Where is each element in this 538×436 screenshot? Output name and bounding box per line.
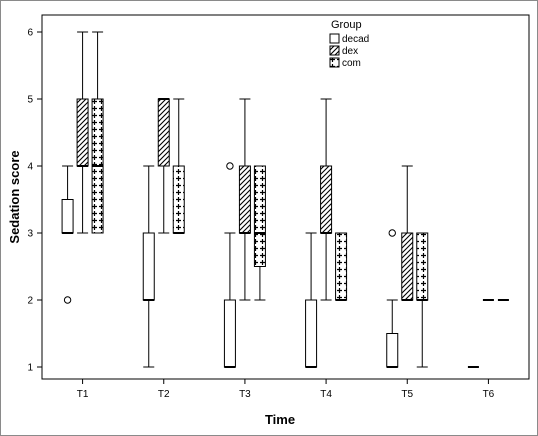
box-decad-T2 <box>142 165 155 368</box>
box-body <box>386 333 399 368</box>
box-body <box>61 199 74 234</box>
box-dex-T3 <box>238 98 251 301</box>
y-tick-label: 5 <box>27 95 33 106</box>
x-tick-label: T3 <box>239 389 251 400</box>
box-decad-T3 <box>223 162 236 368</box>
legend-title: Group <box>331 19 362 31</box>
y-axis-label: Sedation score <box>7 150 22 243</box>
box-series <box>61 31 509 368</box>
outlier-point <box>226 162 234 170</box>
y-tick-label: 6 <box>27 28 33 39</box>
box-dex-T5 <box>401 165 414 301</box>
x-tick-label: T2 <box>158 389 170 400</box>
box-body <box>416 232 429 301</box>
box-decad-T4 <box>305 232 318 368</box>
outlier-point <box>388 229 396 237</box>
box-com-T5 <box>416 232 429 368</box>
legend-label-decad: decad <box>342 34 369 45</box>
box-decad-T1 <box>61 165 74 304</box>
box-body <box>401 232 414 301</box>
legend-swatch-com <box>329 57 340 68</box>
y-tick-label: 3 <box>27 229 33 240</box>
y-tick-label: 4 <box>27 162 33 173</box>
legend-swatch-dex <box>329 45 340 56</box>
box-body <box>335 232 348 301</box>
box-decad-T5 <box>386 229 399 368</box>
x-tick-label: T1 <box>77 389 89 400</box>
y-tick-label: 2 <box>27 296 33 307</box>
box-dex-T4 <box>320 98 333 301</box>
box-body <box>76 98 89 167</box>
box-dex-T2 <box>157 98 170 234</box>
x-tick-label: T4 <box>320 389 332 400</box>
box-com-T1 <box>91 31 104 234</box>
legend-label-dex: dex <box>342 46 358 57</box>
outlier-point <box>63 296 72 304</box>
box-body <box>172 165 185 234</box>
box-body <box>253 165 266 267</box>
x-axis: T1 T2 T3 T4 T5 T6 <box>77 379 495 400</box>
box-body <box>223 299 236 368</box>
box-com-T4 <box>335 232 348 301</box>
y-axis: 1 2 3 4 5 6 <box>27 28 42 374</box>
box-body <box>320 165 333 234</box>
x-axis-label: Time <box>265 412 295 427</box>
box-com-T3 <box>253 165 266 301</box>
box-body <box>238 165 251 234</box>
legend-label-com: com <box>342 58 361 69</box>
box-com-T2 <box>172 98 185 234</box>
box-body <box>157 98 170 167</box>
box-body <box>142 232 155 301</box>
y-tick-label: 1 <box>27 363 33 374</box>
box-body <box>305 299 318 368</box>
legend-swatch-decad <box>329 33 340 44</box>
x-tick-label: T5 <box>401 389 413 400</box>
x-tick-label: T6 <box>483 389 495 400</box>
box-dex-T1 <box>76 31 89 234</box>
plot-area <box>41 14 530 380</box>
